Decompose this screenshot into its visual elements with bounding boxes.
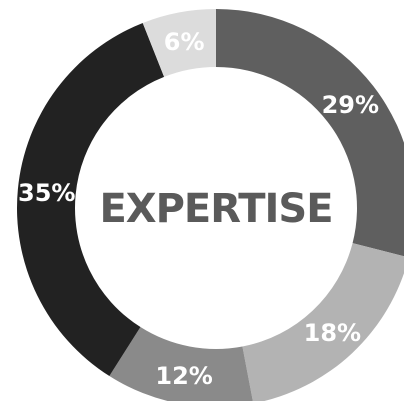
slice-label-35: 35% bbox=[18, 179, 75, 207]
slice-label-18: 18% bbox=[304, 319, 361, 347]
donut-slice-18 bbox=[242, 243, 404, 401]
donut-slice-6 bbox=[142, 9, 216, 77]
slice-label-29: 29% bbox=[322, 91, 379, 119]
slice-label-12: 12% bbox=[155, 362, 212, 390]
donut-slice-29 bbox=[216, 9, 404, 257]
slice-label-6: 6% bbox=[164, 28, 205, 56]
slices-layer bbox=[16, 9, 404, 401]
donut-slice-12 bbox=[109, 327, 253, 401]
donut-slice-35 bbox=[16, 22, 165, 377]
labels-layer: 29% 18% 12% 35% 6% bbox=[18, 28, 379, 390]
chart-title: EXPERTISE bbox=[99, 186, 332, 232]
